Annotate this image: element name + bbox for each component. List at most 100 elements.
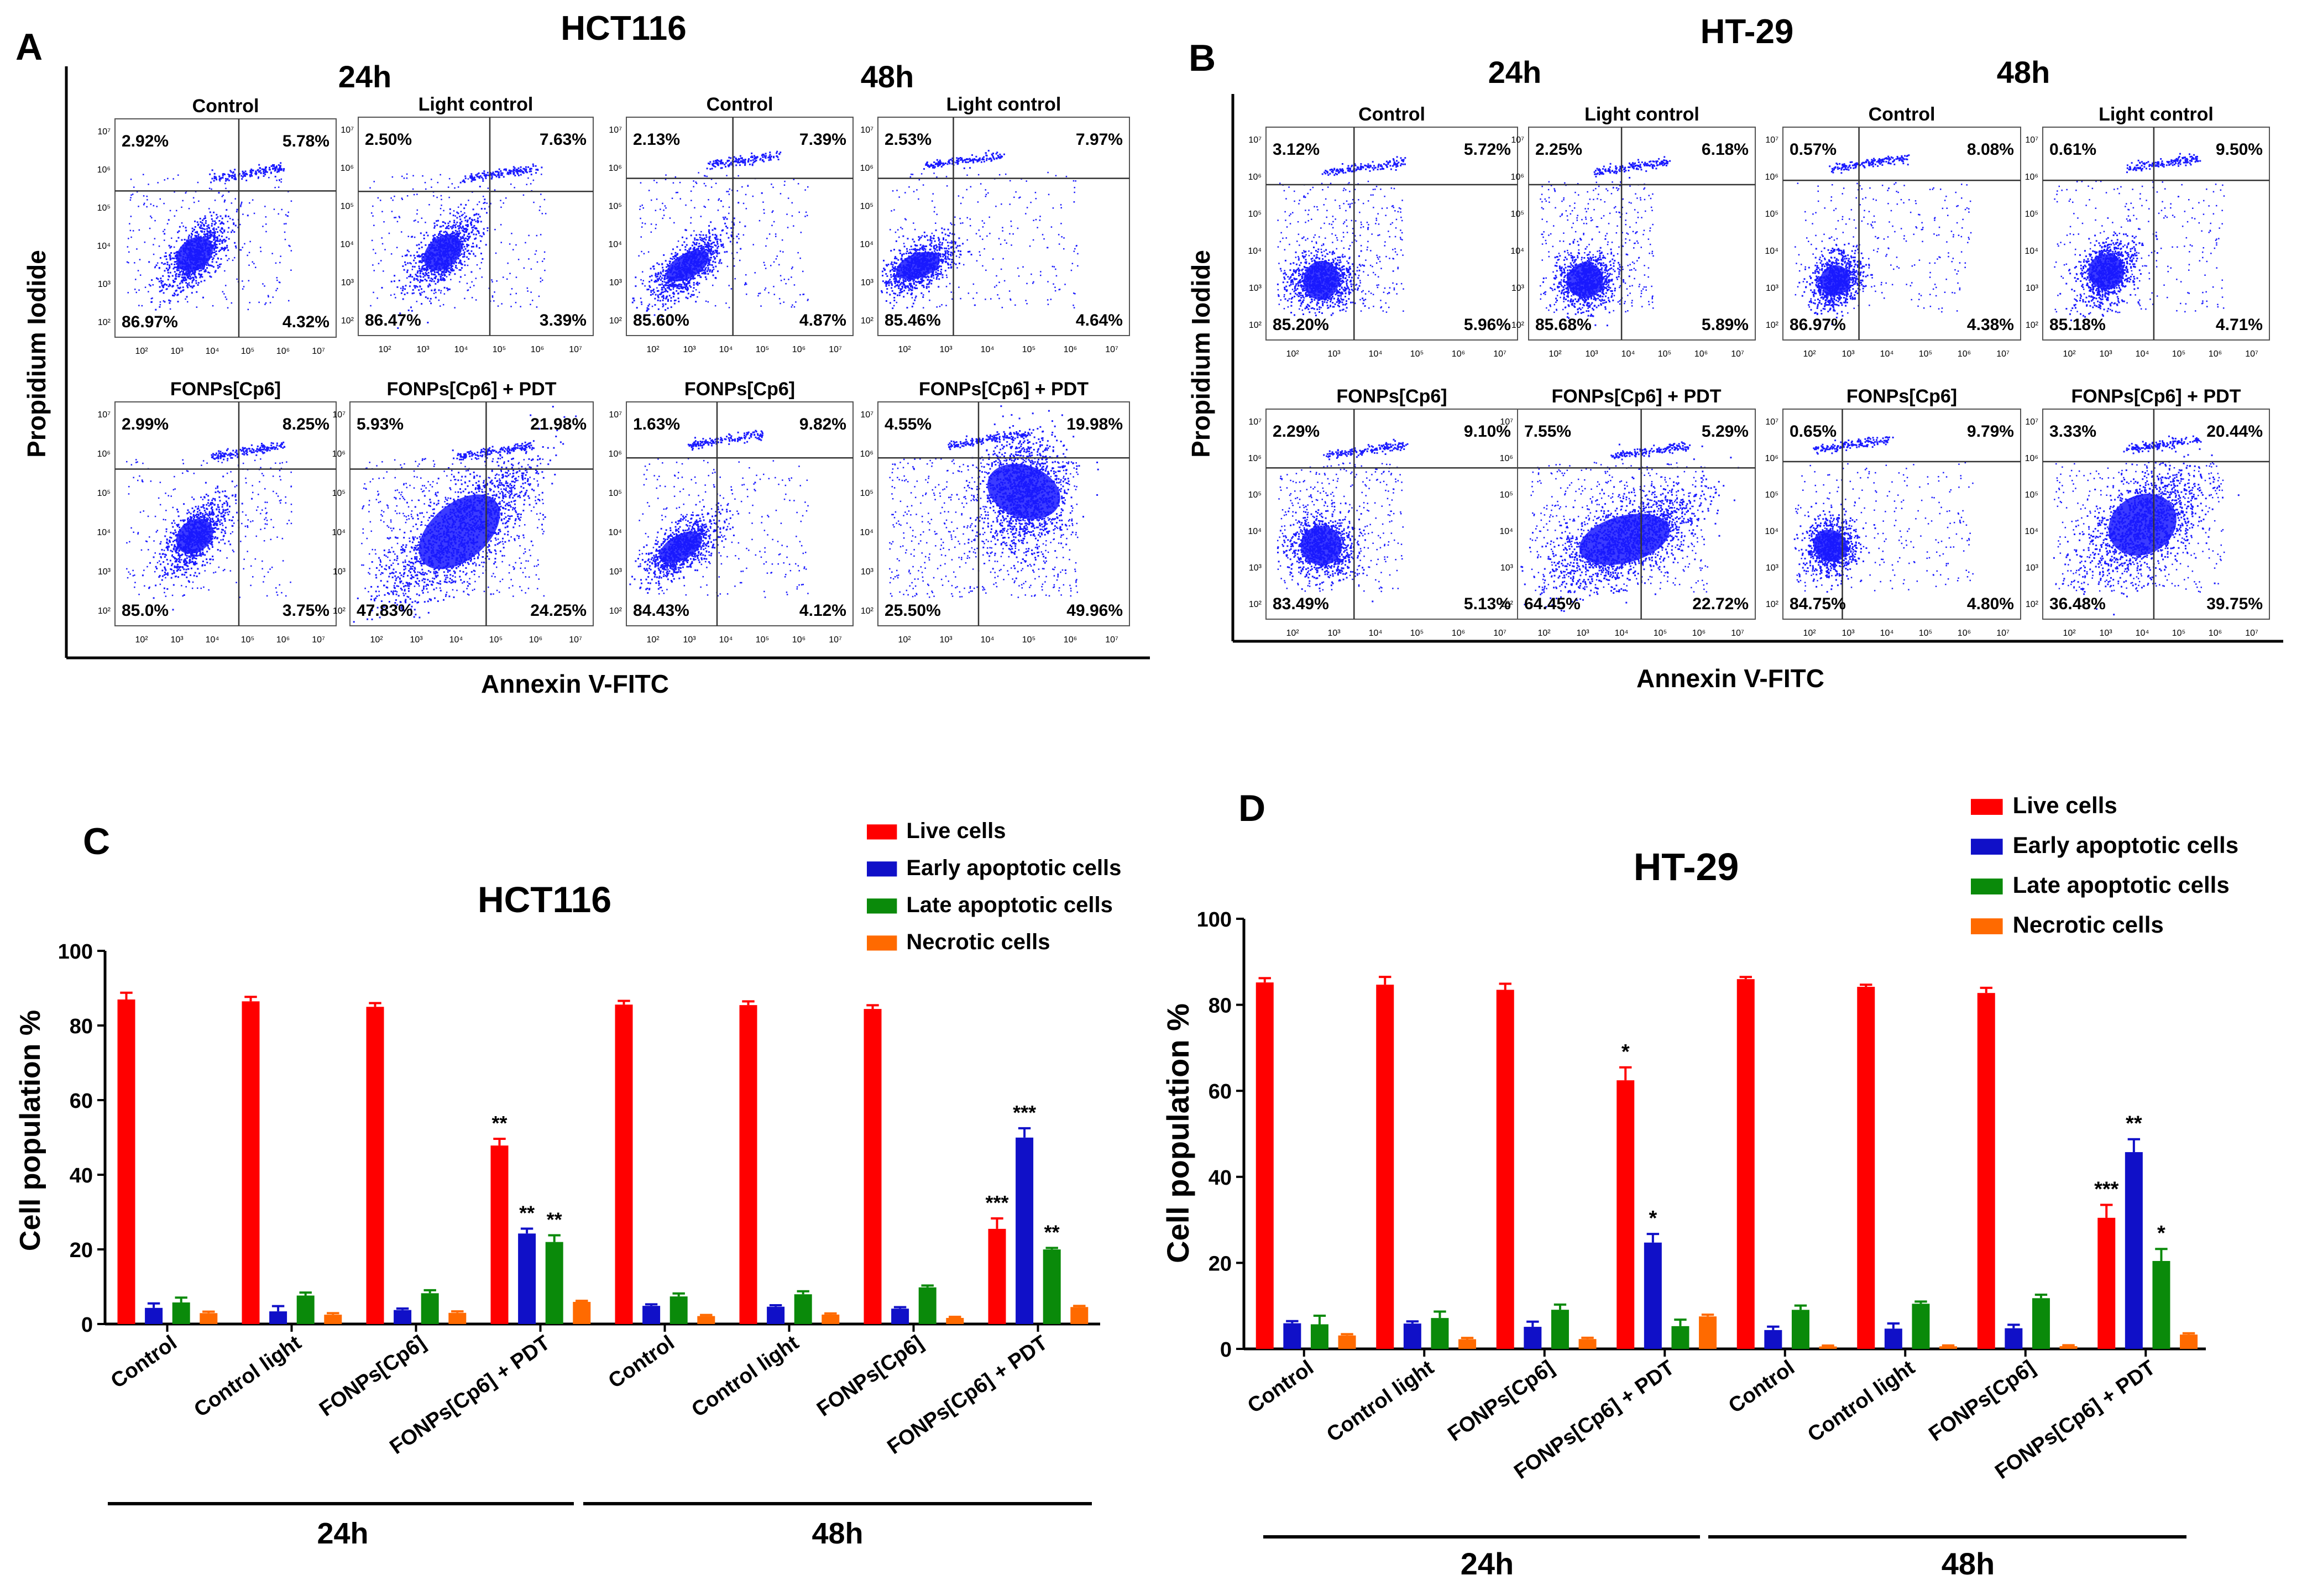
quadrant-upper-left: 2.53% <box>885 130 932 149</box>
quadrant-lower-right: 49.96% <box>1066 601 1123 620</box>
panel-d: D HT-29 Cell population % 24h 48h 020406… <box>1160 787 2238 1581</box>
flow-y-tick: 10⁵ <box>2025 210 2038 219</box>
quadrant-upper-right: 7.39% <box>799 130 846 149</box>
bar-y-tick-label: 20 <box>1209 1252 1232 1275</box>
quadrant-upper-right: 5.78% <box>283 132 329 150</box>
bar <box>421 1293 439 1324</box>
flow-x-tick: 10³ <box>1327 349 1341 359</box>
flow-x-tick: 10³ <box>410 635 423 645</box>
significance-stars: ** <box>491 1112 507 1134</box>
flow-y-tick: 10⁶ <box>860 449 873 459</box>
bar <box>367 1007 384 1324</box>
bar <box>1311 1324 1328 1349</box>
flow-y-tick: 10⁷ <box>1500 417 1513 427</box>
quadrant-lower-left: 85.68% <box>1535 316 1592 334</box>
bar-category-label: Control <box>1724 1356 1799 1418</box>
bar-category-label: Control light <box>688 1331 803 1422</box>
quadrant-upper-left: 1.63% <box>633 415 680 433</box>
quadrant-lower-left: 84.75% <box>1790 595 1846 613</box>
flow-plot-title: Light control <box>946 94 1061 115</box>
flow-y-tick: 10⁵ <box>97 489 111 498</box>
flow-x-tick: 10⁶ <box>1452 349 1465 359</box>
bar <box>1792 1310 1809 1349</box>
panel-c: C HCT116 Cell population % 24h 48h 02040… <box>14 819 1121 1550</box>
flow-plot-title: Control <box>192 96 259 117</box>
bar <box>946 1318 964 1324</box>
bar <box>891 1309 909 1324</box>
quadrant-upper-right: 21.98% <box>530 415 587 433</box>
flow-x-tick: 10³ <box>1842 629 1855 638</box>
flow-y-tick: 10² <box>341 316 354 326</box>
legend-swatch <box>867 824 897 839</box>
quadrant-lower-right: 3.75% <box>283 601 329 620</box>
panel-c-title: HCT116 <box>478 879 611 920</box>
bar <box>1671 1326 1689 1349</box>
flow-y-tick: 10³ <box>2026 284 2039 293</box>
flow-x-tick: 10⁷ <box>1731 349 1744 359</box>
flow-plot-title: Light control <box>418 94 533 115</box>
panel-b-time-48: 48h <box>1997 55 2050 90</box>
bar <box>822 1315 839 1324</box>
flow-x-tick: 10⁴ <box>2136 349 2149 359</box>
flow-x-tick: 10⁵ <box>1410 349 1424 359</box>
bar <box>1857 987 1875 1349</box>
flow-y-tick: 10⁶ <box>860 164 873 173</box>
flow-x-tick: 10⁷ <box>2245 629 2258 638</box>
flow-y-tick: 10⁴ <box>860 528 873 537</box>
flow-x-tick: 10⁵ <box>756 635 769 645</box>
panel-d-letter: D <box>1238 787 1265 829</box>
bar <box>1644 1243 1662 1349</box>
bar-category-label: Control <box>1243 1356 1318 1418</box>
flow-y-tick: 10⁶ <box>1765 454 1778 463</box>
quadrant-lower-left: 85.20% <box>1273 316 1329 334</box>
flow-plot: FONPs[Cp6]1.63% 9.82%84.43% 4.12%10² 10³ 10⁴… <box>608 379 853 645</box>
flow-y-tick: 10⁷ <box>332 410 346 420</box>
flow-y-tick: 10³ <box>861 278 874 287</box>
flow-plot-title: Light control <box>2099 104 2214 125</box>
flow-x-tick: 10⁷ <box>1996 349 2010 359</box>
flow-y-tick: 10⁵ <box>860 489 873 498</box>
flow-x-tick: 10⁴ <box>981 345 995 354</box>
bar <box>145 1308 163 1324</box>
bar-category-label: Control light <box>190 1331 306 1422</box>
panel-c-y-label: Cell population % <box>14 1010 46 1251</box>
flow-plot-title: FONPs[Cp6] <box>1336 386 1447 407</box>
flow-y-tick: 10² <box>1500 600 1514 609</box>
figure: A HCT116 24h 48h Propidium Iodide Annexi… <box>0 0 2307 1596</box>
figure-canvas: A HCT116 24h 48h Propidium Iodide Annexi… <box>0 0 2307 1596</box>
flow-x-tick: 10⁵ <box>2172 629 2185 638</box>
legend-swatch <box>867 861 897 876</box>
quadrant-upper-right: 20.44% <box>2206 422 2263 441</box>
quadrant-lower-right: 3.39% <box>540 311 587 329</box>
flow-y-tick: 10⁷ <box>1248 417 1262 427</box>
flow-x-tick: 10⁷ <box>2245 349 2258 359</box>
flow-y-tick: 10² <box>1249 321 1262 330</box>
flow-y-tick: 10³ <box>1511 284 1525 293</box>
quadrant-lower-left: 84.43% <box>633 601 689 620</box>
flow-x-tick: 10⁷ <box>312 347 325 356</box>
quadrant-upper-left: 2.99% <box>122 415 169 433</box>
significance-stars: ** <box>547 1208 562 1231</box>
legend-label: Live cells <box>2013 792 2117 818</box>
flow-plot-title: FONPs[Cp6] <box>684 379 795 400</box>
quadrant-lower-right: 22.72% <box>1692 595 1749 613</box>
flow-y-tick: 10⁴ <box>2024 527 2038 536</box>
legend-label: Late apoptotic cells <box>906 893 1112 917</box>
quadrant-upper-left: 3.12% <box>1273 140 1320 159</box>
legend-label: Early apoptotic cells <box>2013 832 2238 858</box>
flow-y-tick: 10⁷ <box>97 127 111 137</box>
flow-x-tick: 10⁴ <box>2136 629 2149 638</box>
flow-x-tick: 10² <box>898 635 911 645</box>
flow-x-tick: 10⁶ <box>2209 349 2222 359</box>
flow-x-tick: 10⁶ <box>1064 635 1077 645</box>
flow-y-tick: 10³ <box>609 278 622 287</box>
flow-y-tick: 10³ <box>98 280 111 289</box>
bar-y-tick-label: 20 <box>70 1239 93 1262</box>
bar <box>1256 982 1274 1349</box>
